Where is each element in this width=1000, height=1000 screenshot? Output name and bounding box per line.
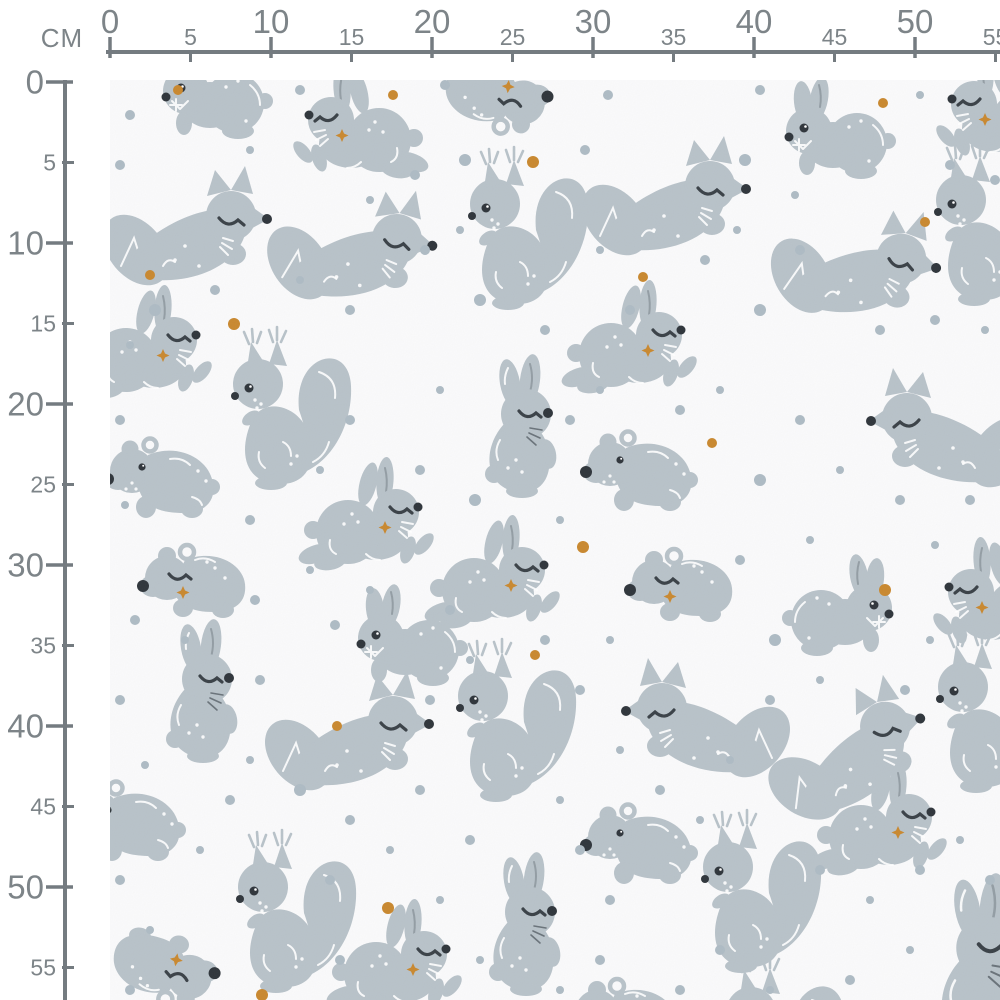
ruler-label-minor: 35 bbox=[30, 633, 56, 659]
ruler-label-major: 50 bbox=[7, 869, 44, 906]
ruler-label-major: 30 bbox=[575, 3, 612, 40]
ruler-label-minor: 45 bbox=[822, 24, 848, 50]
ruler-label-minor: 55 bbox=[983, 24, 1000, 50]
ruler-label-major: 40 bbox=[7, 708, 44, 745]
ruler-label-minor: 5 bbox=[184, 24, 197, 50]
ruler-label-major: 10 bbox=[7, 225, 44, 262]
ruler-label-minor: 5 bbox=[43, 150, 56, 176]
ruler-label-minor: 15 bbox=[339, 24, 365, 50]
fabric-texture bbox=[110, 80, 1000, 1000]
unit-label: CM bbox=[41, 23, 83, 53]
fabric-swatch bbox=[110, 80, 1000, 1000]
left-ruler: 0 10 20 30 40 50 5 15 25 35 45 55 bbox=[7, 64, 74, 1000]
ruler-label-major: 30 bbox=[7, 547, 44, 584]
top-ruler: 0 10 20 30 40 50 5 15 25 35 45 55 bbox=[101, 3, 1000, 62]
ruler-label-major: 10 bbox=[253, 3, 290, 40]
ruler-label-major: 0 bbox=[26, 64, 44, 101]
ruler-label-minor: 15 bbox=[30, 311, 56, 337]
ruler-label-minor: 55 bbox=[30, 955, 56, 981]
ruler-label-major: 0 bbox=[101, 3, 119, 40]
ruler-label-major: 40 bbox=[736, 3, 773, 40]
ruler-label-major: 20 bbox=[7, 386, 44, 423]
ruler-label-major: 20 bbox=[414, 3, 451, 40]
ruler-label-major: 50 bbox=[897, 3, 934, 40]
ruler-label-minor: 45 bbox=[30, 794, 56, 820]
ruler-label-minor: 35 bbox=[661, 24, 687, 50]
ruler-label-minor: 25 bbox=[500, 24, 526, 50]
ruler-label-minor: 25 bbox=[30, 472, 56, 498]
